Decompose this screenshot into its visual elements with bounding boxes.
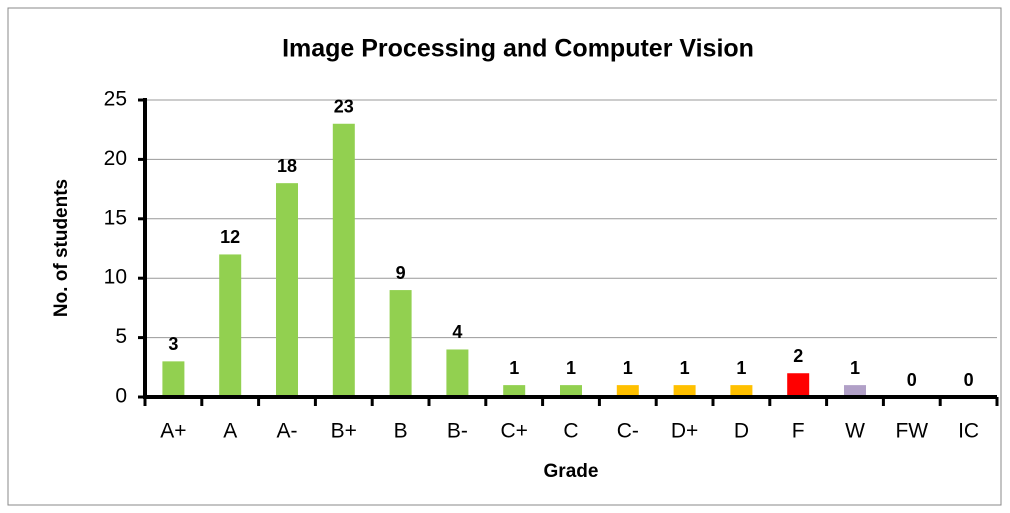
y-axis-label: No. of students (51, 179, 72, 317)
data-label: 3 (168, 334, 178, 354)
bar (389, 290, 412, 397)
x-tick-label: C- (617, 420, 639, 443)
data-label: 12 (220, 227, 240, 247)
data-label: 1 (850, 358, 860, 378)
x-tick-label: B (394, 420, 408, 443)
bar (560, 385, 582, 397)
x-tick-label: IC (958, 420, 979, 443)
bar (844, 385, 866, 397)
bar (673, 385, 696, 397)
x-tick-label: A+ (160, 420, 186, 443)
data-label: 1 (566, 358, 576, 378)
x-tick-label: B- (447, 420, 468, 443)
data-label: 0 (964, 370, 974, 390)
y-tick-label: 10 (104, 266, 127, 289)
data-label: 1 (623, 358, 633, 378)
bar (219, 254, 242, 397)
y-tick-label: 20 (104, 147, 127, 170)
x-tick-label: D (734, 420, 749, 443)
x-tick-label: W (845, 420, 865, 443)
bar (503, 385, 526, 397)
x-axis-label: Grade (544, 461, 599, 482)
chart-title: Image Processing and Computer Vision (282, 35, 754, 63)
data-label: 2 (793, 346, 803, 366)
data-label: 1 (509, 358, 519, 378)
y-tick-label: 5 (115, 325, 127, 348)
data-label: 0 (907, 370, 917, 390)
x-tick-label: C+ (500, 420, 527, 443)
y-tick-label: 25 (104, 88, 127, 111)
bar (730, 385, 753, 397)
data-label: 23 (334, 97, 354, 117)
data-label: 1 (680, 358, 690, 378)
bar (616, 385, 639, 397)
x-tick-label: FW (895, 420, 928, 443)
data-label: 9 (396, 263, 406, 283)
x-tick-label: C (563, 420, 578, 443)
data-label: 18 (277, 156, 297, 176)
bar (787, 373, 810, 397)
bar (332, 123, 355, 397)
data-label: 1 (736, 358, 746, 378)
y-tick-label: 0 (115, 385, 127, 408)
x-tick-label: A- (277, 420, 298, 443)
x-tick-label: F (792, 420, 805, 443)
x-tick-label: A (223, 420, 237, 443)
x-tick-label: B+ (331, 420, 357, 443)
bar (446, 349, 469, 397)
bar (162, 361, 185, 397)
x-tick-label: D+ (671, 420, 698, 443)
data-label: 4 (452, 322, 462, 342)
chart-frame (7, 7, 1002, 506)
bar (276, 183, 298, 397)
y-tick-label: 15 (104, 206, 127, 229)
